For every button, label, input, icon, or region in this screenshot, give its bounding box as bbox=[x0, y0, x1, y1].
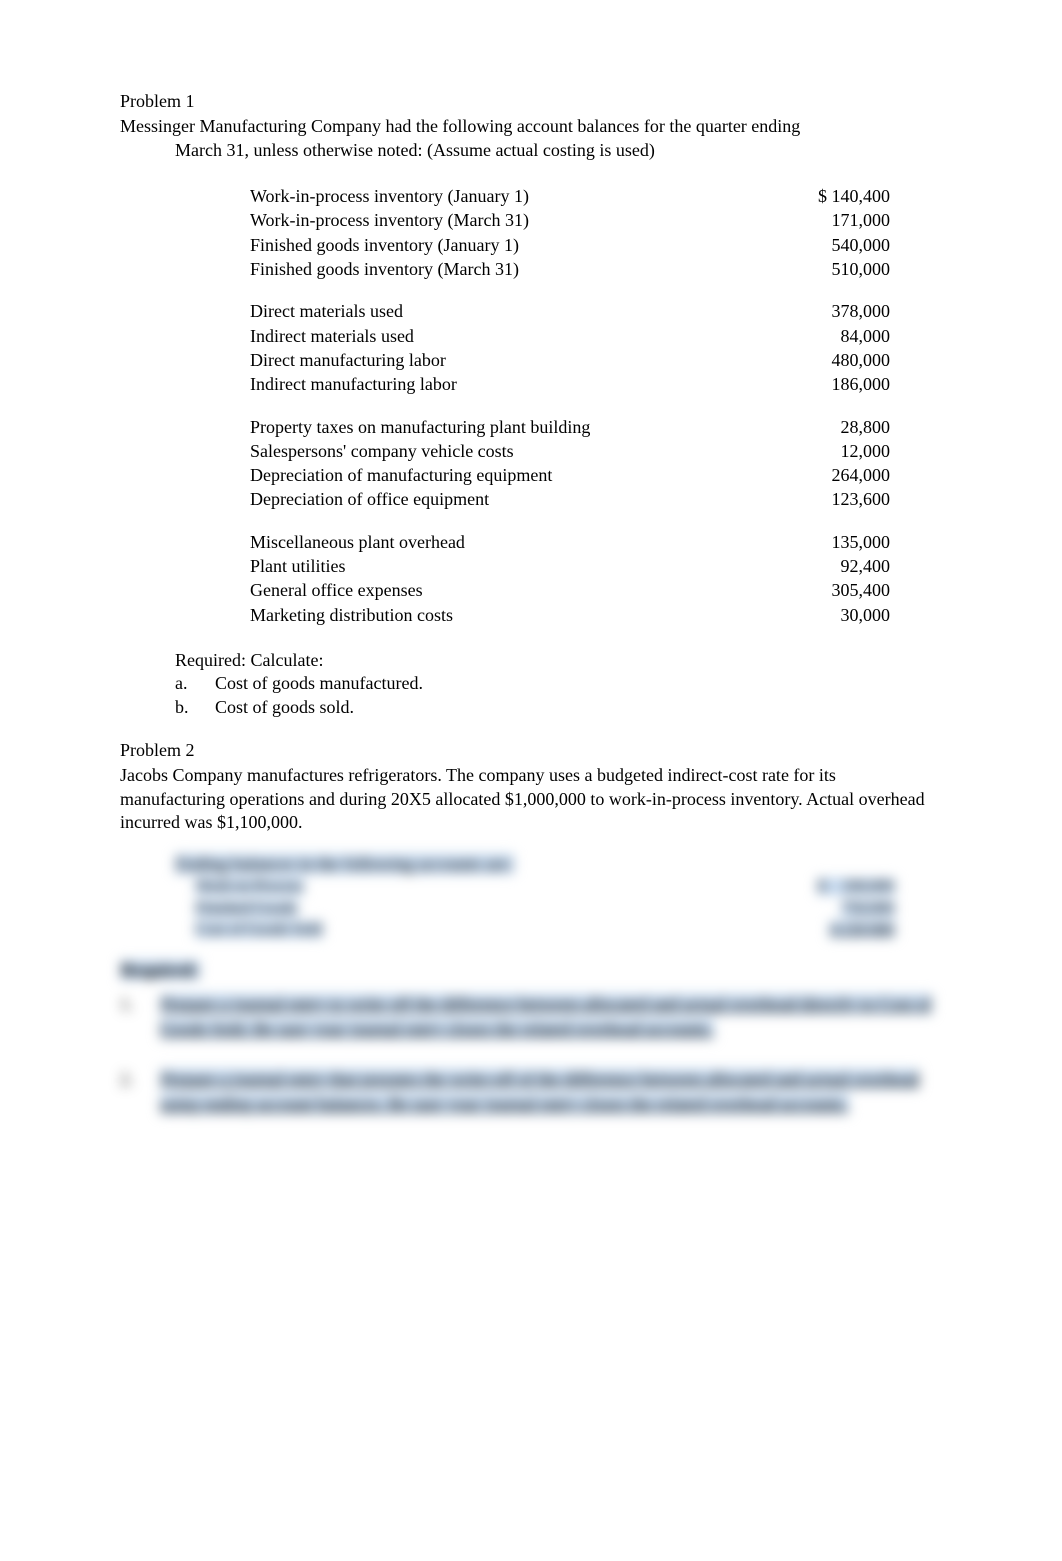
table-row: General office expenses 305,400 bbox=[250, 578, 890, 602]
row-label: Indirect materials used bbox=[250, 324, 770, 348]
table-row: Cost of Goods Sold 4,150,000 bbox=[195, 919, 895, 941]
problem-2: Problem 2 Jacobs Company manufactures re… bbox=[120, 739, 942, 1117]
row-label: Cost of Goods Sold bbox=[195, 919, 765, 941]
row-value: 480,000 bbox=[770, 348, 890, 372]
row-label: Finished goods inventory (January 1) bbox=[250, 233, 770, 257]
problem-1-intro-line-1: Messinger Manufacturing Company had the … bbox=[120, 115, 942, 138]
table-row: Direct manufacturing labor 480,000 bbox=[250, 348, 890, 372]
highlight-text: Ending balances in the following account… bbox=[175, 854, 514, 874]
table-row: Depreciation of office equipment 123,600 bbox=[250, 487, 890, 511]
row-value: 28,800 bbox=[770, 415, 890, 439]
row-label: Work-in-process inventory (March 31) bbox=[250, 208, 770, 232]
problem-2-heading: Problem 2 bbox=[120, 739, 942, 762]
table-row: Salespersons' company vehicle costs 12,0… bbox=[250, 439, 890, 463]
row-value: 378,000 bbox=[770, 299, 890, 323]
problem-1-required: Required: Calculate: a. Cost of goods ma… bbox=[120, 649, 942, 719]
blur-intro: Ending balances in the following account… bbox=[120, 853, 942, 876]
table-row: Finished goods inventory (January 1) 540… bbox=[250, 233, 890, 257]
row-label: Direct materials used bbox=[250, 299, 770, 323]
blur-required-heading: Required: bbox=[120, 959, 942, 982]
item-letter: a. bbox=[175, 672, 215, 695]
table-row: Marketing distribution costs 30,000 bbox=[250, 603, 890, 627]
problem-1-table: Work-in-process inventory (January 1) $ … bbox=[250, 184, 890, 627]
row-label: Work-in-Process bbox=[195, 876, 765, 898]
table-row: Property taxes on manufacturing plant bu… bbox=[250, 415, 890, 439]
table-row: Work-in-process inventory (January 1) $ … bbox=[250, 184, 890, 208]
problem-1-heading: Problem 1 bbox=[120, 90, 942, 113]
row-value: $ 100,000 bbox=[765, 876, 895, 898]
row-value: 12,000 bbox=[770, 439, 890, 463]
row-label: Property taxes on manufacturing plant bu… bbox=[250, 415, 770, 439]
required-item-a: a. Cost of goods manufactured. bbox=[175, 672, 942, 695]
row-label: Finished Goods bbox=[195, 898, 765, 920]
item-text: Cost of goods sold. bbox=[215, 696, 354, 719]
row-label: General office expenses bbox=[250, 578, 770, 602]
row-value: 264,000 bbox=[770, 463, 890, 487]
row-value: 30,000 bbox=[770, 603, 890, 627]
row-label: Depreciation of manufacturing equipment bbox=[250, 463, 770, 487]
item-text: Cost of goods manufactured. bbox=[215, 672, 423, 695]
required-item-b: b. Cost of goods sold. bbox=[175, 696, 942, 719]
table-row: Work-in-process inventory (March 31) 171… bbox=[250, 208, 890, 232]
item-number: 1. bbox=[120, 992, 160, 1042]
table-row: Indirect manufacturing labor 186,000 bbox=[250, 372, 890, 396]
item-letter: b. bbox=[175, 696, 215, 719]
row-value: $ 140,400 bbox=[770, 184, 890, 208]
required-label: Required: Calculate: bbox=[175, 649, 942, 672]
row-value: 305,400 bbox=[770, 578, 890, 602]
table-row: Finished Goods 750,000 bbox=[195, 898, 895, 920]
row-label: Salespersons' company vehicle costs bbox=[250, 439, 770, 463]
row-value: 135,000 bbox=[770, 530, 890, 554]
row-label: Miscellaneous plant overhead bbox=[250, 530, 770, 554]
table-row: Indirect materials used 84,000 bbox=[250, 324, 890, 348]
blur-question-1: 1. Prepare a journal entry to write off … bbox=[120, 992, 942, 1042]
row-label: Indirect manufacturing labor bbox=[250, 372, 770, 396]
item-number: 2. bbox=[120, 1067, 160, 1117]
row-value: 750,000 bbox=[765, 898, 895, 920]
row-value: 186,000 bbox=[770, 372, 890, 396]
blurred-content: Ending balances in the following account… bbox=[120, 853, 942, 1117]
row-label: Plant utilities bbox=[250, 554, 770, 578]
table-row: Direct materials used 378,000 bbox=[250, 299, 890, 323]
problem-1-intro-line-2: March 31, unless otherwise noted: (Assum… bbox=[120, 139, 942, 162]
row-value: 510,000 bbox=[770, 257, 890, 281]
table-row: Finished goods inventory (March 31) 510,… bbox=[250, 257, 890, 281]
row-value: 84,000 bbox=[770, 324, 890, 348]
row-value: 540,000 bbox=[770, 233, 890, 257]
row-label: Marketing distribution costs bbox=[250, 603, 770, 627]
table-row: Work-in-Process $ 100,000 bbox=[195, 876, 895, 898]
problem-2-paragraph: Jacobs Company manufactures refrigerator… bbox=[120, 764, 942, 834]
row-label: Work-in-process inventory (January 1) bbox=[250, 184, 770, 208]
row-value: 171,000 bbox=[770, 208, 890, 232]
row-value: 92,400 bbox=[770, 554, 890, 578]
row-label: Finished goods inventory (March 31) bbox=[250, 257, 770, 281]
row-label: Direct manufacturing labor bbox=[250, 348, 770, 372]
row-value: 123,600 bbox=[770, 487, 890, 511]
row-label: Depreciation of office equipment bbox=[250, 487, 770, 511]
blur-question-2: 2. Prepare a journal entry that prorates… bbox=[120, 1067, 942, 1117]
row-value: 4,150,000 bbox=[765, 919, 895, 941]
table-row: Depreciation of manufacturing equipment … bbox=[250, 463, 890, 487]
blur-table: Work-in-Process $ 100,000 Finished Goods… bbox=[195, 876, 895, 941]
item-text: Prepare a journal entry to write off the… bbox=[160, 992, 942, 1042]
table-row: Miscellaneous plant overhead 135,000 bbox=[250, 530, 890, 554]
document-page: Problem 1 Messinger Manufacturing Compan… bbox=[0, 0, 1062, 1201]
item-text: Prepare a journal entry that prorates th… bbox=[160, 1067, 942, 1117]
table-row: Plant utilities 92,400 bbox=[250, 554, 890, 578]
